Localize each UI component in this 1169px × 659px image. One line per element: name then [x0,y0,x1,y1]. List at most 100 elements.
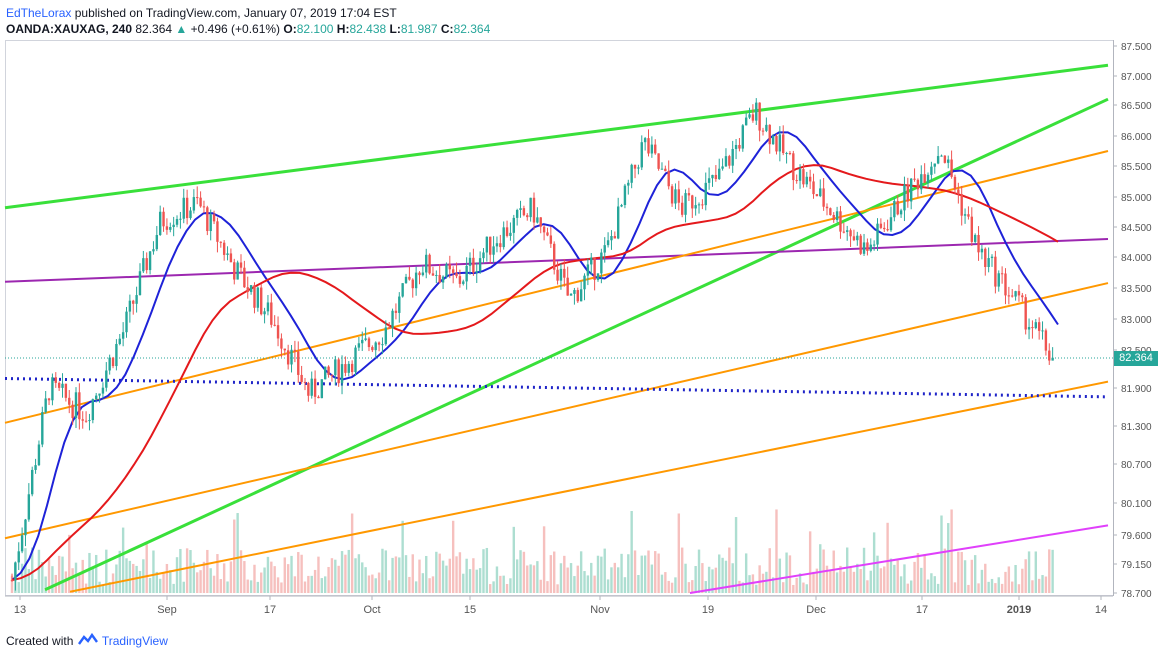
volume-bar [128,560,132,593]
candle-body [802,169,805,185]
candle-body [933,163,936,167]
candle-body [731,149,734,166]
tradingview-brand[interactable]: TradingView [101,634,168,648]
volume-bar [307,575,310,593]
candle-body [229,253,233,263]
publish-line: EdTheLorax published on TradingView.com,… [6,5,490,21]
volume-bar [536,561,539,593]
volume-bar [869,570,872,593]
x-tick-label: 17 [916,604,928,616]
candle-body [657,153,660,169]
candle-body [930,166,933,175]
candle-body [896,200,899,215]
price-axis[interactable] [1113,40,1169,596]
y-tick-label: 85.000 [1121,193,1152,204]
volume-bar [222,563,226,593]
volume-bar [152,550,155,593]
volume-bar [431,576,435,593]
candle-body [158,211,162,236]
volume-bar [505,583,509,593]
candle-body [997,273,1000,287]
y-tick-label: 81.300 [1121,422,1152,433]
x-tick-label: 2019 [1007,604,1031,616]
candle-body [374,342,377,351]
volume-bar [906,583,910,593]
candle-body [1051,357,1054,361]
candle-body [606,240,610,246]
candle-body [798,169,802,181]
candle-body [398,296,401,313]
candle-body [145,258,148,271]
candle-body [829,208,832,215]
volume-bar [620,553,623,593]
volume-bar [741,582,744,593]
volume-bar [1011,581,1014,593]
volume-bar [687,582,691,593]
volume-bar [549,555,553,593]
volume-bar [721,557,724,593]
volume-bar [849,566,852,593]
volume-bar [172,583,175,593]
candle-body [394,310,398,313]
volume-bar [276,577,280,593]
candle-body [499,243,502,248]
volume-bar [78,574,81,593]
volume-bar [135,565,138,593]
candle-body [623,185,627,206]
candle-body [300,374,303,382]
candle-body [805,176,808,185]
volume-bar [350,513,354,593]
candle-body [600,252,603,274]
volume-bar [647,550,650,593]
candle-body [1027,327,1031,330]
candle-body [478,258,482,272]
volume-bar [984,563,987,593]
candle-body [260,287,263,315]
author-link[interactable]: EdTheLorax [6,6,72,20]
candle-body [132,300,135,304]
volume-bar [606,579,610,593]
candle-body [51,377,54,401]
volume-bar [68,534,71,593]
volume-bar [909,580,913,593]
volume-bar [627,554,630,593]
volume-bar [963,560,967,593]
volume-bar [637,575,640,593]
volume-bar [364,567,367,593]
volume-bar [202,561,206,593]
volume-bar [526,565,529,593]
candle-body [792,153,795,181]
candle-body [31,469,34,495]
candle-body [202,206,206,208]
volume-bar [91,566,95,593]
volume-bar [788,555,792,593]
volume-bar [256,581,260,593]
volume-bar [44,576,47,593]
volume-bar [451,520,455,593]
volume-bar [1021,568,1024,593]
candle-body [37,444,41,466]
volume-bar [640,555,643,593]
volume-bar [771,577,775,593]
candle-body [654,144,657,154]
candle-body [872,244,876,246]
volume-bar [943,548,947,593]
candle-body [105,370,108,388]
candle-body [785,153,788,155]
candle-body [822,188,825,207]
candle-body [815,194,819,197]
candle-body [967,214,970,217]
candle-body [209,214,212,232]
volume-bar [371,574,374,593]
candle-body [71,404,74,419]
candle-body [714,174,718,180]
volume-bar [670,582,674,593]
candle-body [233,262,236,280]
low-label: L: [389,22,401,36]
candle-body [728,156,731,166]
chart-header: EdTheLorax published on TradingView.com,… [6,5,490,37]
last-price-badge: 82.364 [1114,351,1158,366]
volume-bar [903,564,906,593]
volume-bar [819,544,822,593]
volume-bar [485,547,489,593]
